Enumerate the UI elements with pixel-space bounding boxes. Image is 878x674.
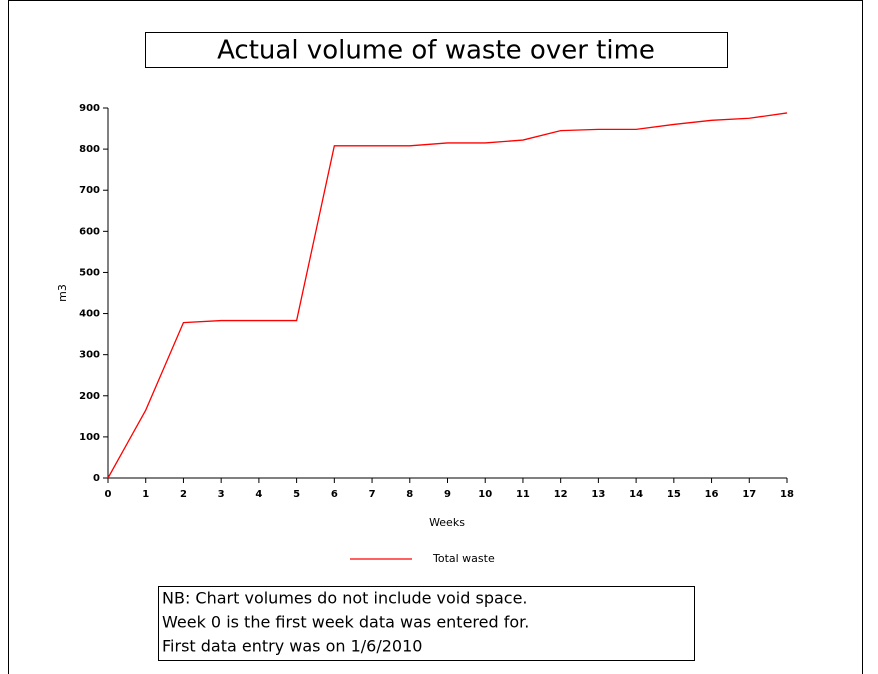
y-tick-label: 300 [79, 350, 100, 361]
chart-title: Actual volume of waste over time [217, 36, 655, 66]
y-tick-label: 400 [79, 309, 100, 320]
x-tick-label: 8 [406, 489, 413, 500]
x-tick-label: 10 [478, 489, 492, 500]
x-tick-label: 17 [742, 489, 756, 500]
note-line: First data entry was on 1/6/2010 [162, 637, 422, 656]
legend-label: Total waste [432, 552, 495, 565]
y-tick-label: 700 [79, 185, 100, 196]
y-tick-label: 100 [79, 432, 100, 443]
x-tick-label: 7 [369, 489, 376, 500]
x-tick-label: 5 [293, 489, 300, 500]
x-tick-label: 16 [705, 489, 719, 500]
x-tick-label: 1 [142, 489, 149, 500]
x-tick-label: 18 [780, 489, 794, 500]
y-tick-label: 600 [79, 226, 100, 237]
x-axis-label: Weeks [429, 516, 465, 529]
frame [8, 0, 863, 674]
line [107, 112, 788, 479]
y-tick-label: 800 [79, 144, 100, 155]
x-tick-label: 14 [629, 489, 643, 500]
x-tick-label: 12 [554, 489, 568, 500]
x-tick-label: 15 [667, 489, 681, 500]
x-tick-label: 4 [255, 489, 262, 500]
title-box [145, 32, 728, 68]
y-axis-label: m3 [56, 284, 69, 302]
y-tick-label: 900 [79, 103, 100, 114]
y-tick-label: 500 [79, 267, 100, 278]
x-tick-label: 0 [105, 489, 112, 500]
note-line: Week 0 is the first week data was entere… [162, 613, 529, 632]
note-line: NB: Chart volumes do not include void sp… [162, 589, 528, 608]
y-tick-label: 0 [93, 473, 100, 484]
x-tick-label: 11 [516, 489, 530, 500]
x-tick-label: 13 [591, 489, 605, 500]
note-box [158, 586, 695, 661]
x-tick-label: 9 [444, 489, 451, 500]
x-tick-label: 6 [331, 489, 338, 500]
y-tick-label: 200 [79, 391, 100, 402]
x-tick-label: 3 [218, 489, 225, 500]
x-tick-label: 2 [180, 489, 187, 500]
